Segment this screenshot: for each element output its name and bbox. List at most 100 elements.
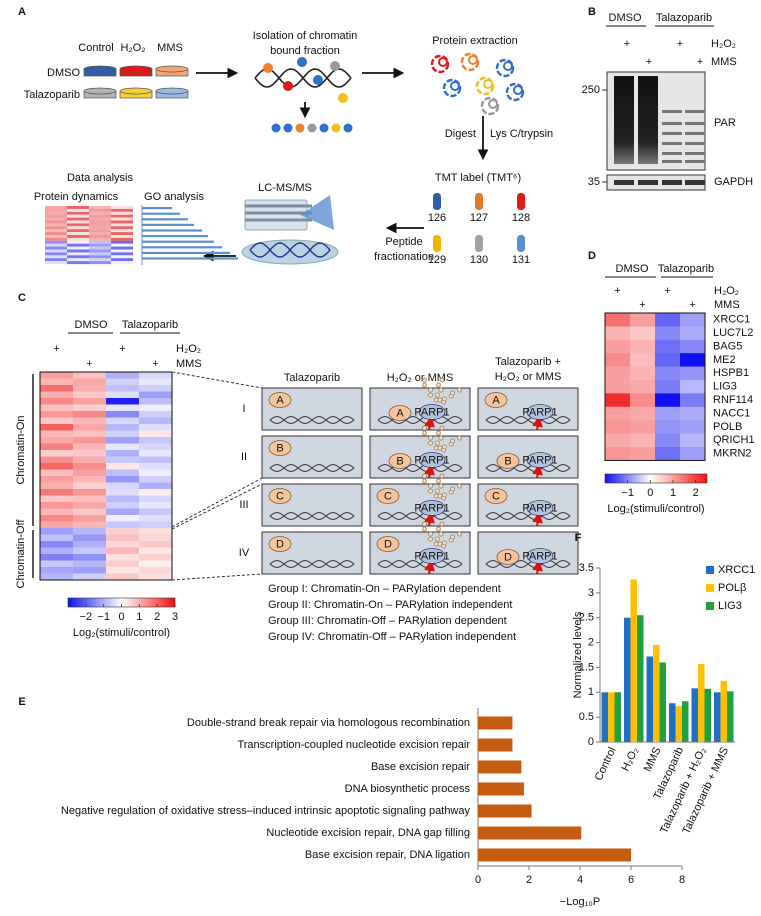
label: Peptide (385, 236, 422, 248)
thumbnail-cell (45, 243, 67, 247)
blot-band (662, 142, 682, 145)
y-tick-label: 2.5 (579, 612, 594, 624)
thumbnail-cell (89, 252, 111, 256)
heatmap-cell (73, 567, 107, 574)
y-tick-label: Negative regulation of oxidative stress–… (61, 805, 471, 817)
bar (637, 615, 644, 742)
blot-band (662, 152, 682, 155)
tmt-channel: 130 (470, 254, 488, 266)
par-unit (428, 440, 433, 446)
thumbnail-cell (111, 261, 133, 265)
colorbar-label: Log₂(stimuli/control) (607, 503, 704, 515)
thumbnail-cell (89, 217, 111, 221)
damage-arrow (532, 559, 543, 575)
heatmap-cell (605, 366, 631, 381)
bar (478, 760, 522, 774)
thumbnail-cell (45, 206, 67, 209)
heatmap-cell (139, 437, 173, 444)
heatmap-cell (40, 560, 74, 568)
heatmap-cell (106, 424, 140, 431)
label: GAPDH (714, 176, 753, 188)
thumbnail-cell (45, 211, 67, 215)
thumbnail-bar (142, 218, 188, 221)
par-unit (457, 483, 462, 489)
heatmap-cell (40, 417, 74, 425)
protein-dot (283, 81, 293, 91)
y-tick-label: Transcription-coupled nucleotide excisio… (237, 739, 470, 751)
y-tick-label: Base excision repair (371, 761, 470, 773)
group-numeral: IV (239, 547, 250, 559)
parp1 (418, 500, 446, 516)
heatmap-cell (630, 353, 656, 367)
treatment-label: H₂O₂ (711, 38, 736, 50)
x-axis-label: −Log₁₀P (560, 896, 600, 908)
par-unit (438, 387, 444, 393)
blot-lane (638, 76, 658, 164)
protein-dot (263, 63, 273, 73)
thumbnail-cell (45, 208, 67, 212)
tmt-channel: 131 (512, 254, 530, 266)
treatment-mark: + (664, 285, 670, 297)
protein-label: A (276, 394, 284, 406)
group-description: Group IV: Chromatin-Off – PARylation ind… (268, 631, 516, 643)
par-unit (436, 382, 441, 388)
heatmap-cell (106, 391, 140, 399)
heatmap-cell (40, 424, 74, 431)
parp1-label: PARP1 (522, 550, 557, 562)
colorbar-tick-label: 0 (647, 487, 653, 499)
heatmap-cell (106, 573, 140, 581)
heatmap-cell (73, 469, 107, 477)
y-tick-label: DNA biosynthetic process (345, 783, 471, 795)
protein-squiggle (430, 54, 450, 74)
heatmap-cell (605, 353, 631, 367)
treatment-mark: + (119, 343, 125, 355)
par-unit (457, 435, 462, 441)
heatmap-cell (630, 406, 656, 421)
heatmap-cell (106, 437, 140, 444)
heatmap-cell (73, 450, 107, 457)
par-unit (438, 531, 444, 537)
damage-arrow (532, 463, 543, 479)
thumbnail-cell (45, 237, 67, 241)
heatmap-cell (106, 515, 140, 522)
legend-label: XRCC1 (718, 564, 755, 576)
heatmap-frame (604, 312, 706, 461)
heatmap-cell (106, 430, 140, 438)
label: Protein dynamics (34, 191, 119, 203)
heatmap-cell (139, 385, 173, 392)
heatmap-cell (73, 430, 107, 438)
heatmap-cell (139, 547, 173, 555)
panel-label: A (18, 6, 26, 18)
label: fractionation (374, 251, 434, 263)
thumbnail-cell (111, 232, 133, 236)
tmt-tag (433, 193, 441, 210)
heatmap-cell (655, 339, 681, 354)
thumbnail-cell (111, 240, 133, 244)
panel-label: F (575, 532, 582, 544)
damage-arrow (424, 511, 435, 527)
heatmap-cell (73, 521, 107, 529)
heatmap-cell (630, 447, 656, 461)
heatmap-cell (139, 476, 173, 483)
blot-band (662, 180, 682, 185)
parp1-label: PARP1 (522, 406, 557, 418)
protein-dot (307, 123, 317, 133)
connector (171, 477, 263, 528)
label: bound fraction (270, 45, 340, 57)
par-unit (435, 536, 440, 542)
tmt-channel: 126 (428, 212, 446, 224)
heatmap-cell (40, 469, 74, 477)
dna-strand (269, 416, 355, 424)
par-unit (428, 392, 433, 398)
heatmap-cell (40, 554, 74, 561)
group-description: Group II: Chromatin-On – PARylation inde… (268, 599, 512, 611)
thumbnail-cell (45, 255, 67, 259)
heatmap-cell (73, 502, 107, 509)
label: Talazoparib (284, 372, 340, 384)
par-unit (428, 536, 433, 542)
label: MMS (157, 42, 183, 54)
group-numeral: III (239, 499, 248, 511)
heatmap-cell (106, 476, 140, 483)
bar (727, 691, 734, 742)
heatmap-cell (40, 450, 74, 457)
